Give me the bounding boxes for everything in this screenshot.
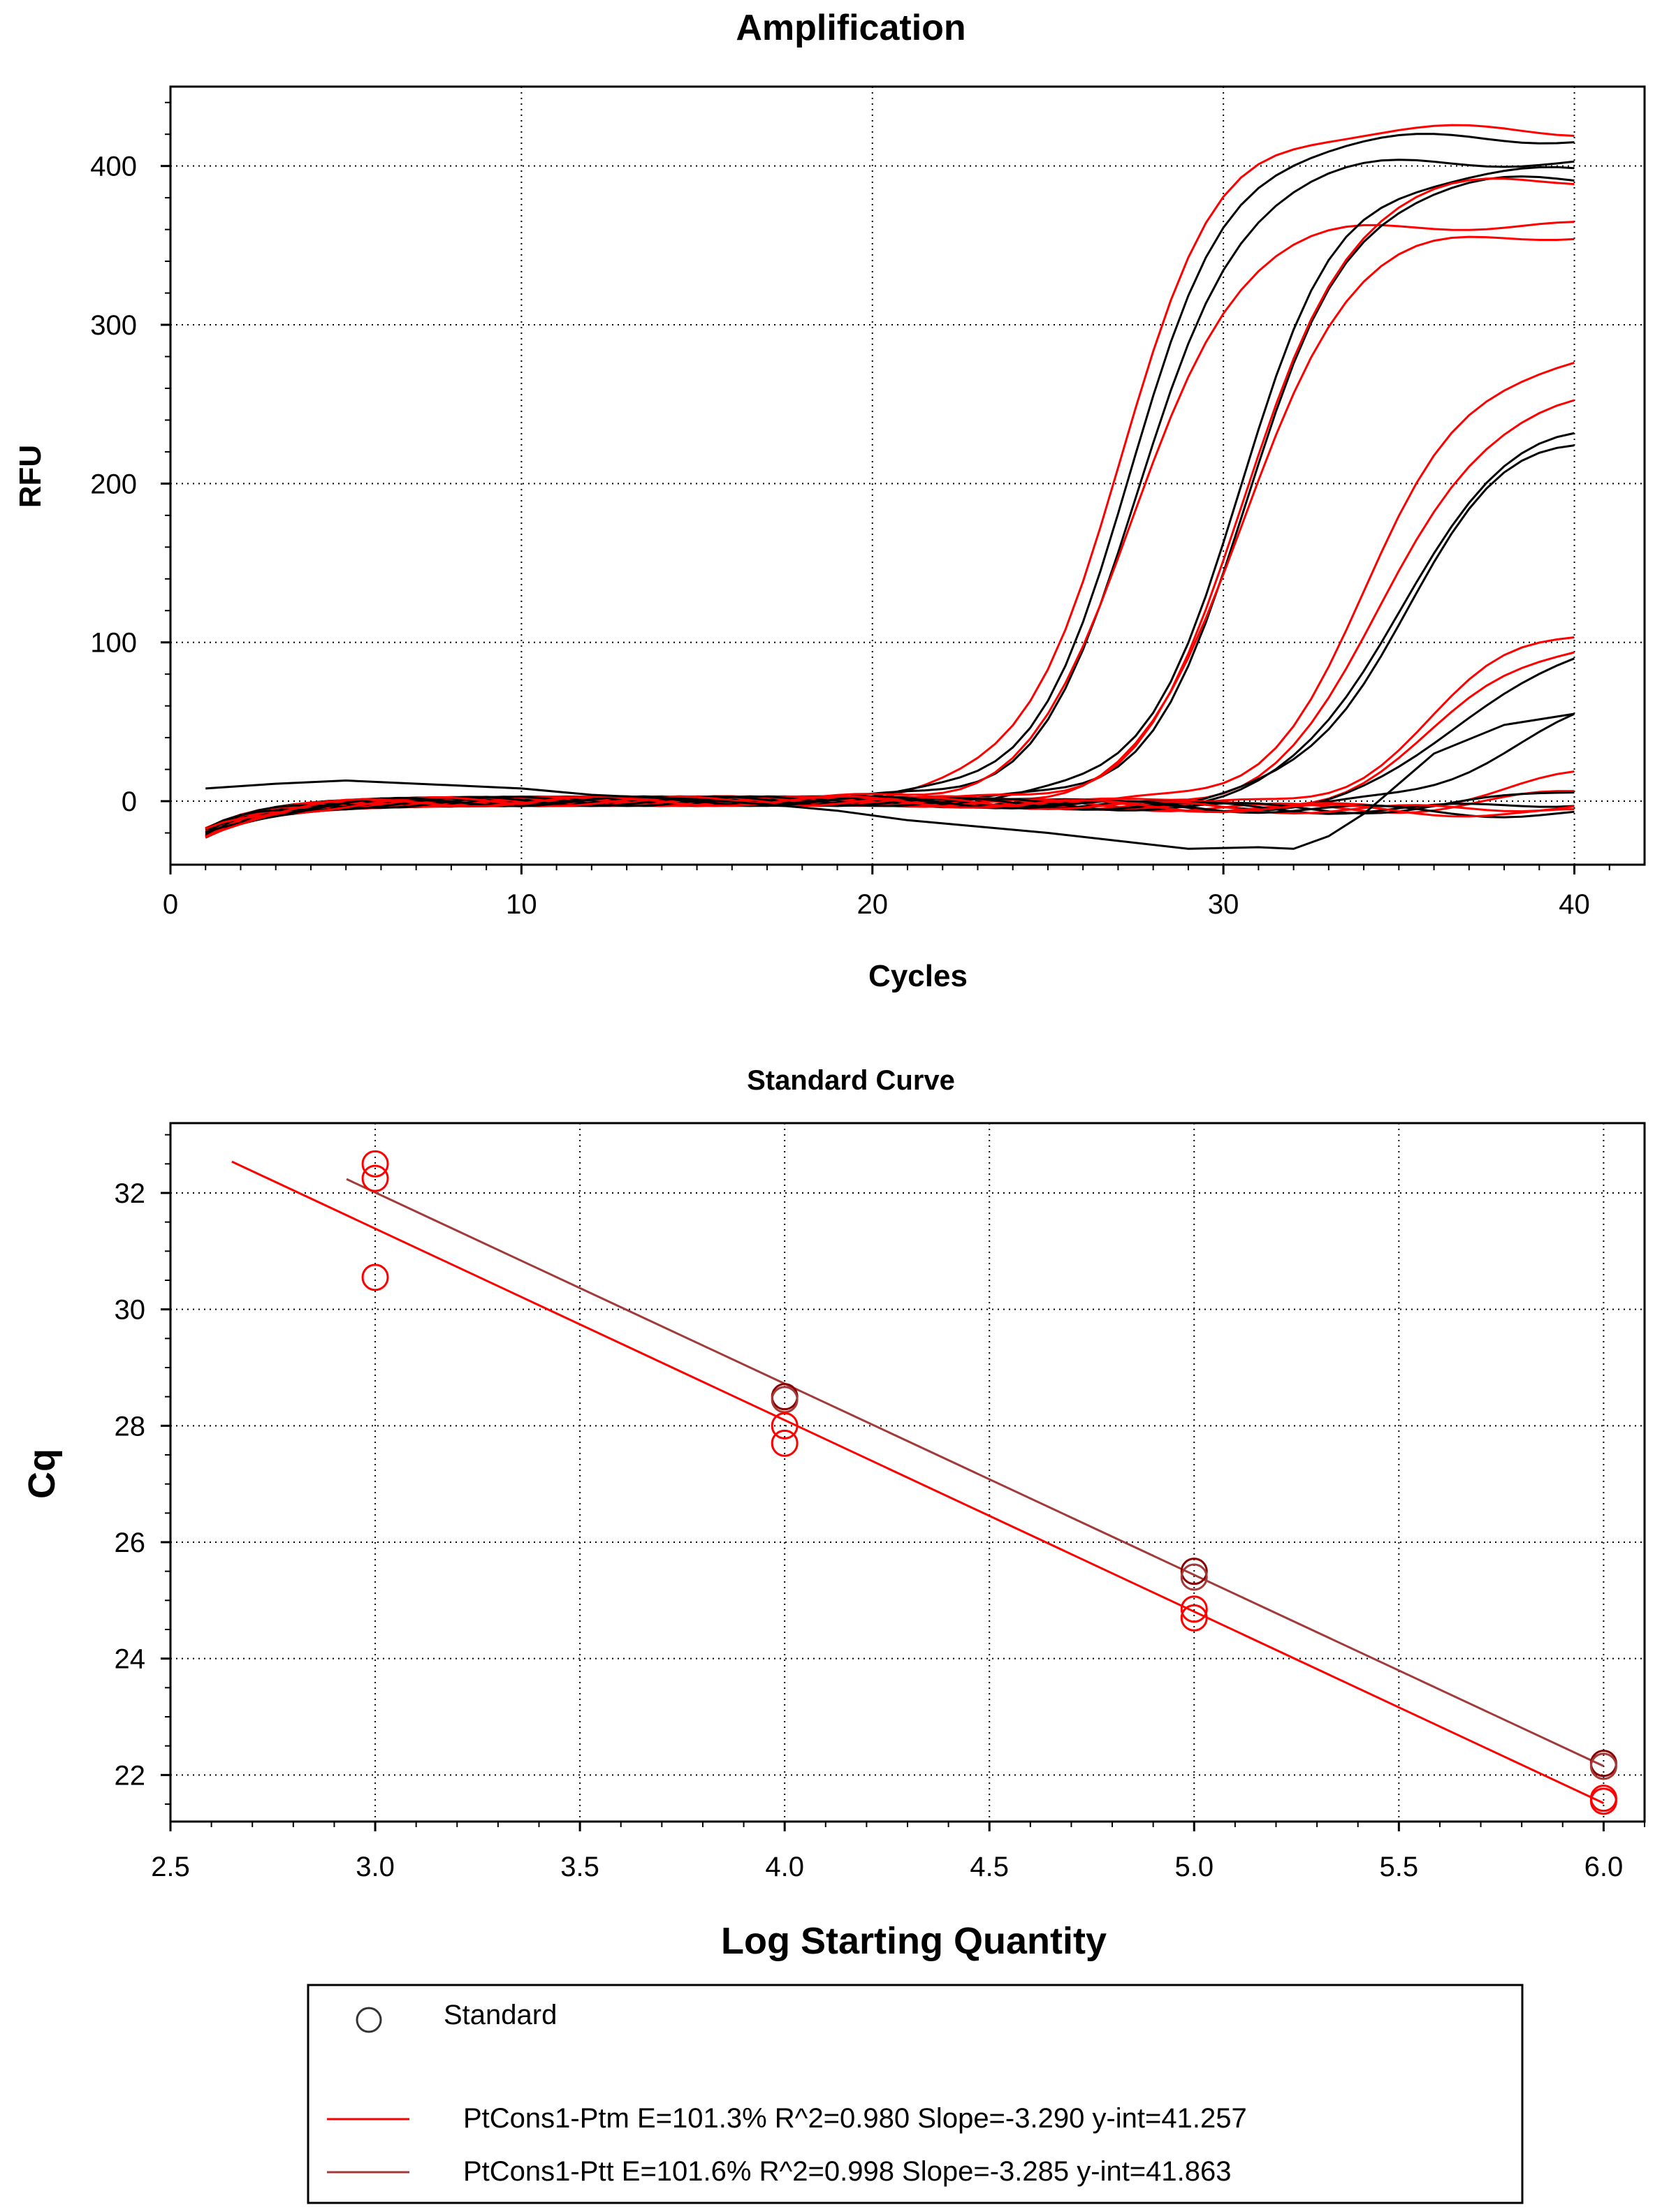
amp-y-tick-label: 200	[90, 469, 137, 499]
standard-curve-plot-frame	[169, 1122, 1646, 1823]
legend-label-ptm: PtCons1-Ptm E=101.3% R^2=0.980 Slope=-3.…	[463, 2103, 1247, 2134]
std-data-point	[1589, 1752, 1617, 1780]
amp-y-tick-label: 0	[122, 786, 137, 817]
standard-curve-x-axis-label: Log Starting Quantity	[721, 1920, 1107, 1962]
amp-y-tick-label: 400	[90, 152, 137, 182]
amp-series-line	[205, 361, 1575, 832]
legend-box	[307, 1984, 1524, 2204]
legend-label-ptt: PtCons1-Ptt E=101.6% R^2=0.998 Slope=-3.…	[463, 2156, 1232, 2187]
legend-standard-label: Standard	[444, 2000, 557, 2030]
std-data-point	[771, 1412, 799, 1440]
amp-series-line	[205, 175, 1575, 836]
amp-series-line	[205, 432, 1575, 839]
std-fit-line	[231, 1160, 1605, 1804]
standard-curve-title: Standard Curve	[747, 1065, 955, 1096]
legend: Standard PtCons1-Ptm E=101.3% R^2=0.980 …	[307, 1984, 1524, 2204]
amp-x-tick-label: 30	[1208, 889, 1239, 920]
std-data-point	[361, 1150, 389, 1178]
std-x-tick-label: 6.0	[1584, 1852, 1624, 1882]
amplification-x-axis-label: Cycles	[868, 959, 968, 993]
standard-curve-fit-lines	[231, 1160, 1605, 1804]
amplification-plot-frame	[169, 85, 1646, 866]
amp-series-line	[205, 770, 1575, 839]
amp-series-line	[205, 235, 1575, 830]
standard-curve-ticks: 2.5 3.0 3.5 4.0 4.5 5.0 5.5 6.0 22 24 26 28 30 32	[115, 1134, 1645, 1882]
std-y-tick-label: 32	[115, 1178, 146, 1209]
amp-y-tick-label: 100	[90, 628, 137, 659]
amplification-y-axis-label: RFU	[13, 445, 48, 508]
std-data-point	[361, 1164, 389, 1192]
std-data-point	[361, 1264, 389, 1291]
amp-series-line	[205, 159, 1575, 833]
amp-series-line	[205, 795, 1575, 830]
std-x-tick-label: 3.0	[356, 1852, 395, 1882]
amp-x-tick-label: 10	[506, 889, 537, 920]
amp-series-line	[205, 795, 1575, 838]
amp-series-line	[205, 399, 1575, 837]
standard-curve-chart: Standard Curve 2.5 3.0 3.5 4.0 4.5 5.0 5.5 6.02…	[21, 1065, 1646, 1962]
std-y-tick-label: 28	[115, 1411, 146, 1442]
std-y-tick-label: 26	[115, 1528, 146, 1558]
std-data-point	[1180, 1563, 1208, 1591]
amp-x-tick-label: 20	[857, 889, 889, 920]
standard-curve-grid	[170, 1123, 1645, 1822]
std-x-tick-label: 3.5	[560, 1852, 599, 1882]
std-x-tick-label: 4.5	[970, 1852, 1009, 1882]
amplification-series	[205, 124, 1575, 850]
std-x-tick-label: 2.5	[151, 1852, 190, 1882]
amp-y-tick-label: 300	[90, 310, 137, 341]
std-x-tick-label: 5.5	[1380, 1852, 1419, 1882]
legend-standard-marker	[356, 2007, 382, 2033]
standard-curve-y-axis-label: Cq	[21, 1449, 63, 1499]
std-data-point	[1589, 1787, 1617, 1815]
amp-x-tick-label: 0	[163, 889, 178, 920]
std-data-point	[1180, 1604, 1208, 1632]
amp-series-line	[205, 221, 1575, 837]
std-y-tick-label: 22	[115, 1760, 146, 1791]
std-data-point	[771, 1429, 799, 1457]
amp-drift-line	[205, 712, 1575, 850]
std-y-tick-label: 24	[115, 1644, 146, 1675]
amp-series-line	[205, 444, 1575, 837]
amp-x-tick-label: 40	[1559, 889, 1590, 920]
amp-series-line	[205, 166, 1575, 839]
std-data-point	[1180, 1558, 1208, 1585]
std-data-point	[1180, 1595, 1208, 1623]
amp-series-line	[205, 124, 1575, 830]
amplification-title: Amplification	[736, 8, 965, 48]
std-y-tick-label: 30	[115, 1295, 146, 1326]
amplification-grid	[170, 87, 1645, 865]
std-fit-line	[346, 1178, 1605, 1767]
std-x-tick-label: 5.0	[1174, 1852, 1214, 1882]
std-x-tick-label: 4.0	[765, 1852, 804, 1882]
standard-curve-points	[361, 1150, 1617, 1815]
